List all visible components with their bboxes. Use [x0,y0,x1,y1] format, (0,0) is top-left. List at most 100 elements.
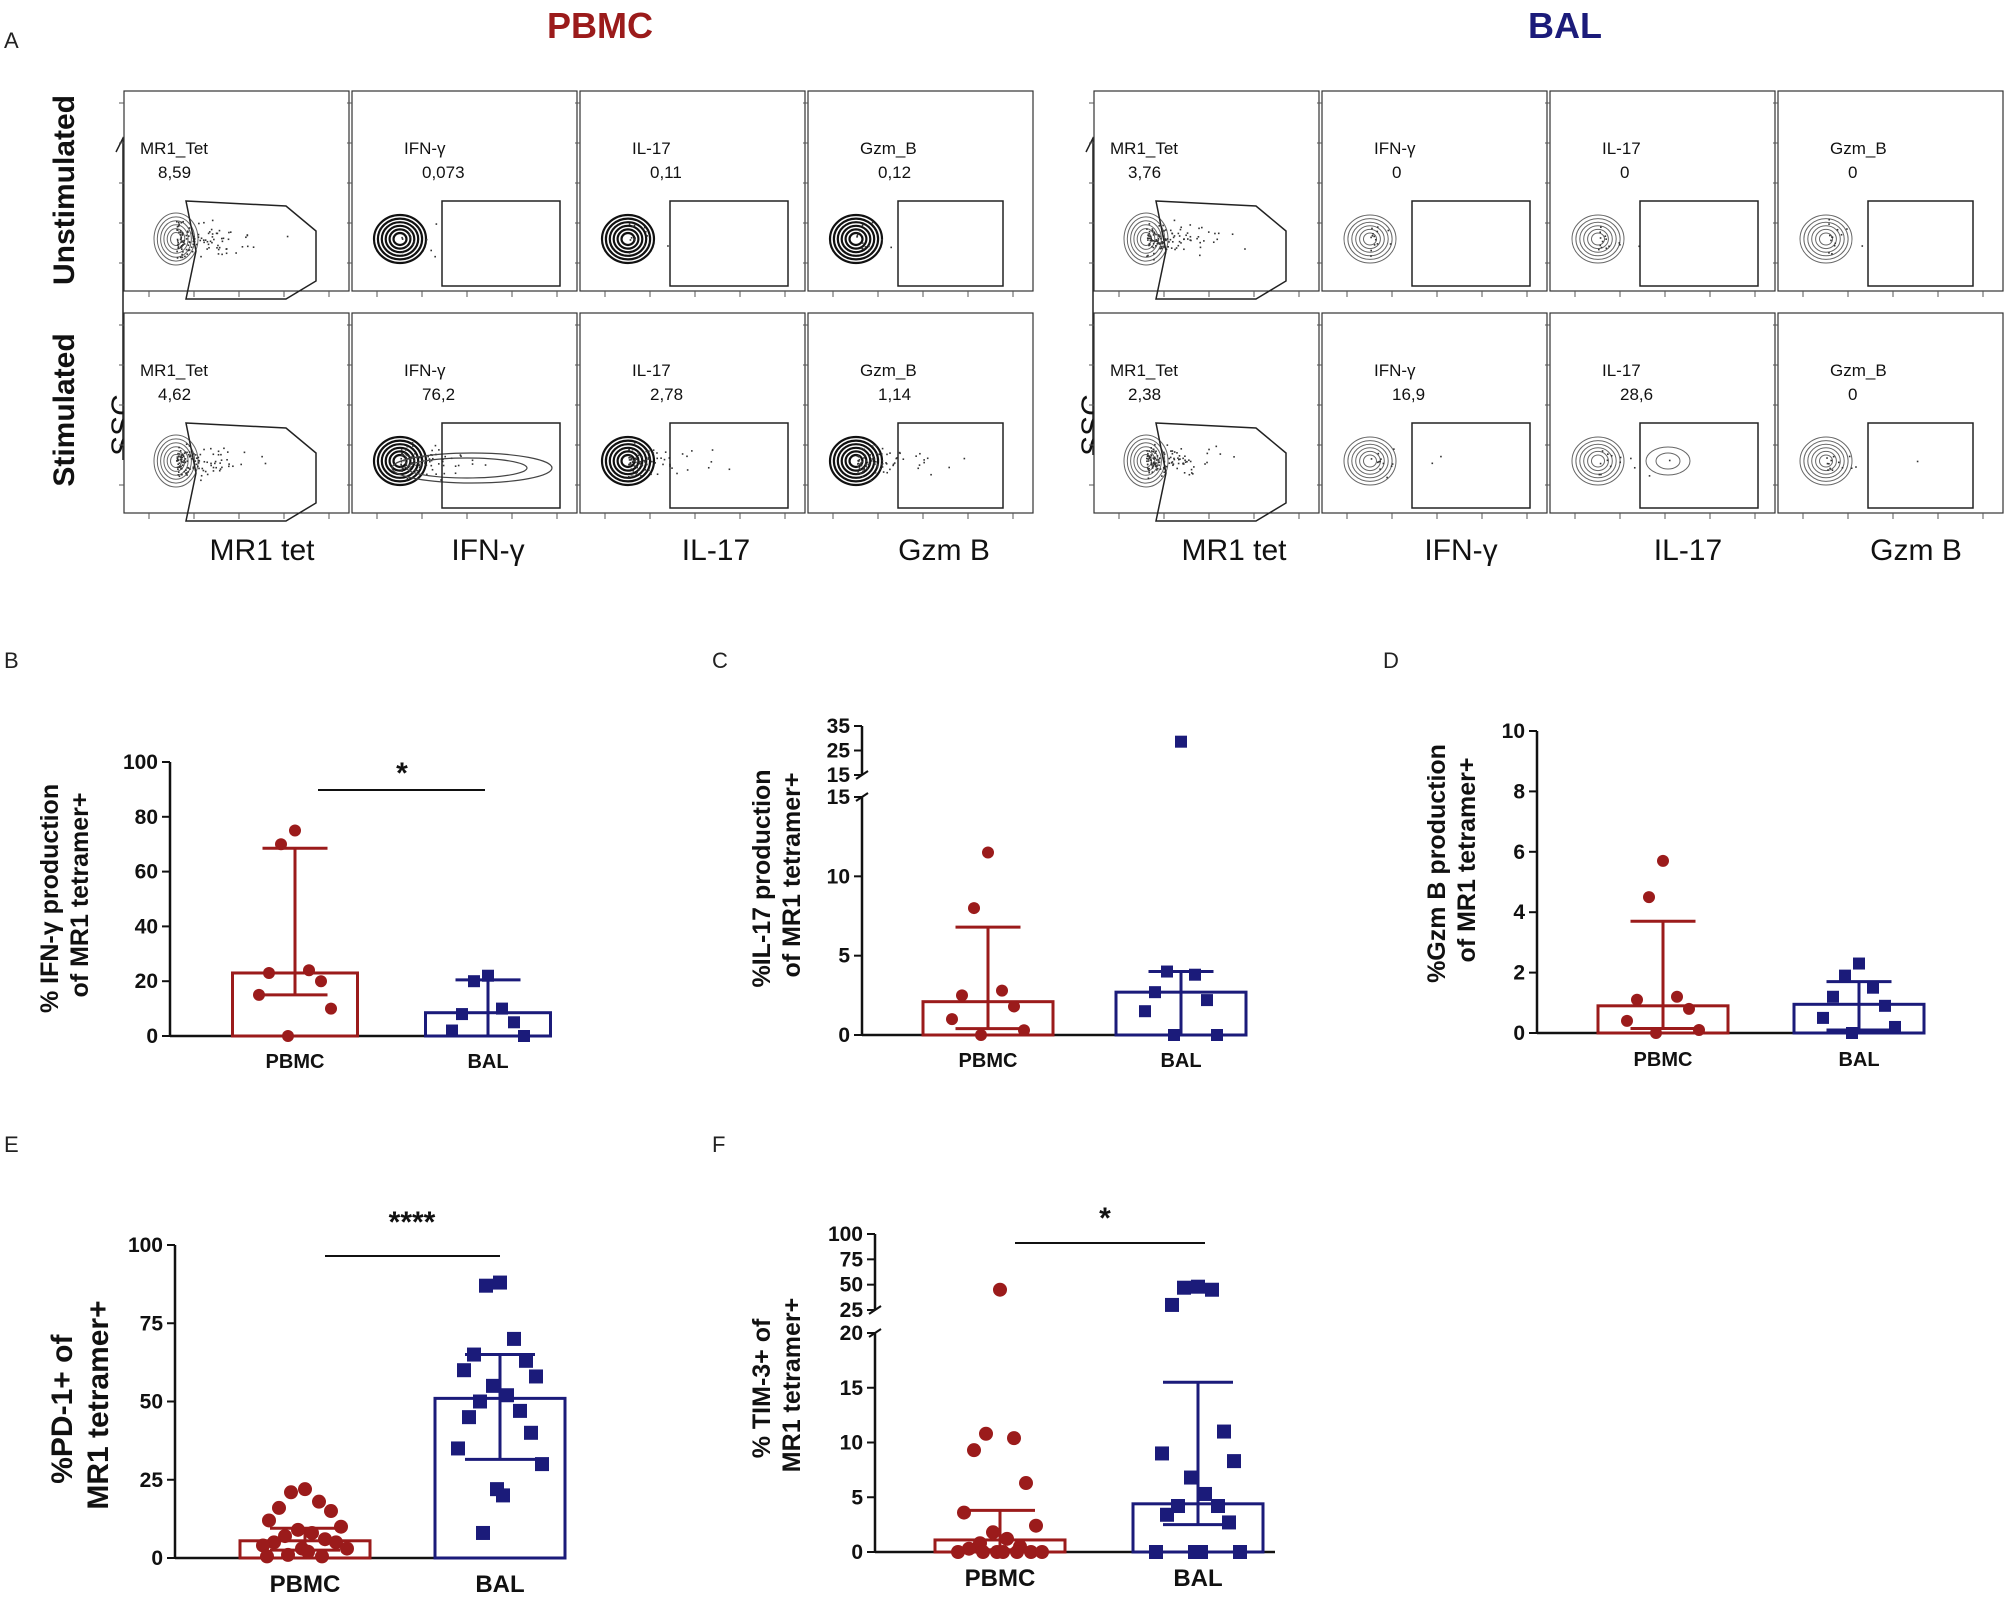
event-dot [1177,244,1180,247]
event-dot [211,233,214,235]
y-axis-title: % IFN-γ production of MR1 tetramer+ [36,777,94,1013]
density-contour [1799,214,1853,264]
gate-value: 0,11 [650,163,682,182]
event-dot [1184,455,1186,458]
event-dot [862,466,865,468]
density-contour [848,453,864,469]
density-contour [1815,228,1837,250]
event-dot [1147,460,1150,462]
data-point-pbmc [976,1545,990,1559]
event-dot [1163,246,1165,248]
event-dot [869,454,872,456]
event-dot [881,447,884,450]
event-dot [193,453,195,455]
event-dot [430,464,433,467]
event-dot [652,452,655,454]
event-dot [429,460,431,463]
event-dot [215,466,218,469]
data-point-bal [456,1008,468,1021]
event-dot [1648,475,1651,477]
data-point-bal [451,1441,465,1456]
event-dot [1598,248,1600,251]
density-contour [832,439,880,483]
plot-frame [807,312,1034,514]
event-dot [1389,243,1392,245]
data-point-bal [1149,986,1161,999]
data-point-pbmc [267,1535,281,1550]
data-point-pbmc [1631,993,1643,1006]
event-dot [184,451,187,453]
event-dot [628,459,631,461]
event-dot [180,458,183,461]
event-dot [176,456,179,458]
event-dot [190,246,193,249]
event-dot [1154,443,1156,446]
plot-frame [123,90,350,292]
event-dot [1182,457,1184,460]
event-dot [917,467,920,470]
data-point-pbmc [260,1549,274,1564]
data-point-pbmc [996,984,1008,997]
event-dot [400,460,403,463]
y-axis-title-line-1: % IFN-γ production [36,784,64,1013]
density-contour [1351,221,1389,257]
gate-name: IL-17 [1602,361,1641,380]
gate-name: MR1_Tet [1110,361,1178,380]
event-dot [1149,235,1152,238]
facs-plot: MR1_Tet 2,38 [1089,312,1320,522]
event-dot [1828,252,1830,254]
density-contour [160,220,192,258]
plot-frame [807,90,1034,292]
event-dot [636,466,638,469]
event-dot [635,461,637,464]
panel-a-flow-cytometry: A PBMC BAL Unstimulated Stimulated SSC S… [4,5,2004,567]
data-point-pbmc [1029,1518,1043,1533]
gate-name: IL-17 [632,361,671,380]
density-contour [1579,221,1617,257]
event-dot [647,458,650,460]
event-dot [1386,476,1388,479]
event-dot [176,240,179,242]
event-dot [641,464,643,466]
event-dot [1370,255,1372,257]
event-dot [1155,465,1158,467]
event-dot [438,449,440,451]
event-dot [1148,457,1151,460]
event-dot [634,239,636,241]
event-dot [1189,460,1192,463]
event-dot [1159,247,1162,250]
event-dot [176,457,179,460]
data-point-bal [1222,1515,1236,1530]
event-dot [646,463,648,466]
event-dot [1199,241,1201,244]
event-dot [918,464,921,466]
event-dot [212,466,215,469]
event-dot [412,445,414,447]
y-tick-label: 0 [851,1541,863,1564]
event-dot [176,225,179,228]
event-dot [1147,239,1149,241]
data-point-bal [1189,968,1201,981]
event-dot [431,449,433,452]
event-dot [1638,245,1640,248]
event-dot [403,452,406,454]
data-point-bal [1846,1027,1858,1039]
event-dot [1173,458,1176,461]
event-dot [881,238,883,241]
event-dot [240,463,242,466]
event-dot [686,469,689,471]
plot-frame [579,90,806,292]
event-dot [1161,242,1164,244]
event-dot [177,247,180,249]
event-dot [923,461,925,464]
event-dot [1828,462,1830,465]
event-dot [177,463,179,466]
density-contour [840,224,872,254]
event-dot [430,249,433,252]
event-dot [208,231,211,233]
y-axis-title-line-2: MR1 tetramer+ [778,1298,806,1472]
y-tick-label: 100 [128,1234,163,1257]
event-dot [1841,466,1844,469]
density-contour [1803,440,1849,482]
density-contour [600,213,656,265]
